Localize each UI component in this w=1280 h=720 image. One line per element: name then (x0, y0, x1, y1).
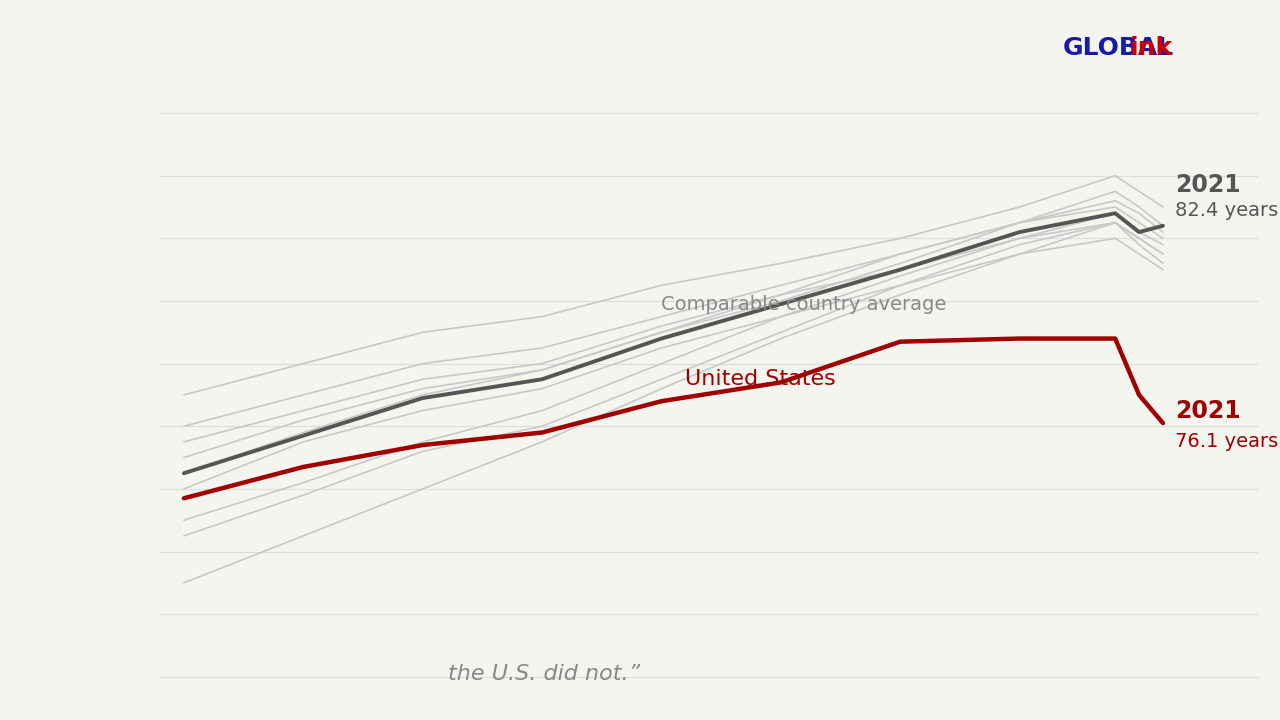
Text: 76.1 years: 76.1 years (1175, 433, 1279, 451)
Text: 2021: 2021 (1175, 399, 1240, 423)
Text: the U.S. did not.”: the U.S. did not.” (448, 664, 640, 684)
Text: 82.4 years: 82.4 years (1175, 201, 1279, 220)
Text: GLOBAL: GLOBAL (1062, 36, 1174, 60)
Text: 2021: 2021 (1175, 173, 1240, 197)
Text: Comparable country average: Comparable country average (662, 294, 947, 314)
Text: United States: United States (685, 369, 836, 390)
Text: ink: ink (1130, 36, 1174, 60)
